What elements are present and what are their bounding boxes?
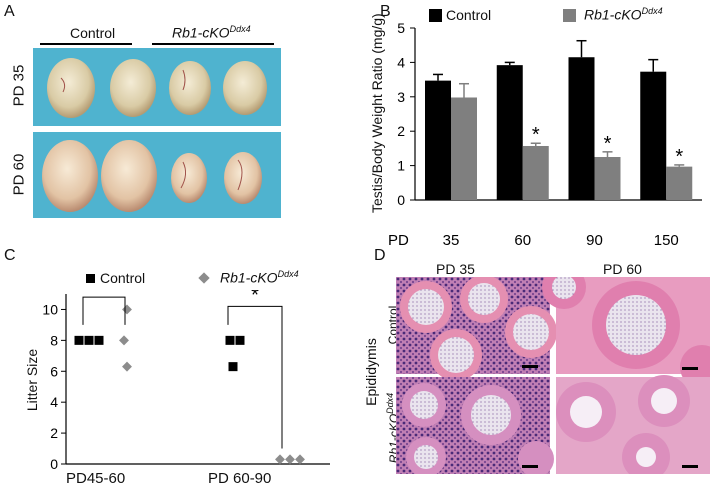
photo-ko-label: Rb1-cKODdx4: [172, 24, 251, 41]
bar-xtick-150: 150: [654, 232, 679, 249]
legend-c-control-label: Control: [100, 270, 146, 286]
bar-ko-150: [666, 166, 693, 200]
testis-pd60-ko-1: [171, 153, 207, 203]
legend-c-ko-swatch: [198, 272, 210, 284]
bar-xtick-90: 90: [586, 232, 603, 249]
testis-control-1: [47, 58, 95, 118]
bar-ytick-label: 2: [397, 123, 405, 139]
bar-ytick-label: 4: [397, 54, 405, 70]
testis-ko-2: [223, 61, 267, 115]
testis-ko-1: [169, 61, 211, 115]
histology-grid: [396, 277, 710, 474]
scatter-point-ko: [275, 454, 285, 465]
photo-row-pd60: [33, 132, 281, 218]
scatter-point-control: [94, 335, 104, 345]
scatter-xlabel-2: PD 60-90: [208, 470, 272, 487]
panel-label-c: C: [4, 247, 16, 264]
scatter-point-ko: [122, 361, 132, 372]
scatter-point-control: [228, 362, 238, 372]
scatter-xlabel-1: PD45-60: [66, 470, 126, 487]
scatter-point-control: [74, 335, 84, 345]
bar-ko-35: [451, 97, 477, 200]
histo-control-pd35: [396, 277, 557, 381]
scatter-point-control: [84, 335, 94, 345]
scatter-y-axis-label: Litter Size: [24, 348, 40, 412]
scatter-point-ko: [285, 454, 295, 465]
row-label-pd35: PD 35: [10, 64, 28, 107]
panel-label-a: A: [4, 3, 15, 20]
histo-control-pd60: [542, 277, 710, 389]
histo-col-pd60: PD 60: [603, 261, 642, 277]
scatter-ytick-label: 4: [50, 394, 58, 410]
legend-c-ko-label: Rb1-cKODdx4: [220, 269, 299, 286]
bar-ko-90: [594, 157, 621, 200]
bar-ytick-label: 1: [397, 158, 405, 174]
testis-control-2: [110, 59, 156, 117]
bar-xtick-35: 35: [443, 232, 460, 249]
bar-ytick-label: 3: [397, 89, 405, 105]
scatter-point-ko: [122, 304, 132, 315]
histo-ko-pd60: [556, 375, 710, 474]
bar-chart-svg: 0 1 2 3 4 5 PD 35 * 60 * 90 * 150: [388, 20, 702, 249]
legend-control-swatch: [429, 9, 442, 22]
scatter-ytick-label: 0: [50, 456, 58, 472]
histo-side-label: Epididymis: [363, 338, 379, 406]
ko-group-line: [152, 43, 274, 45]
legend-ko-swatch: [563, 9, 576, 22]
scatter-ytick-label: 2: [50, 425, 58, 441]
panel-label-d: D: [374, 247, 386, 264]
legend-c-control-swatch: [86, 274, 95, 283]
scatter-ytick-label: 10: [42, 301, 58, 317]
bar-ytick-label: 5: [397, 20, 405, 36]
photo-control-label: Control: [70, 25, 116, 41]
legend-ko-label: Rb1-cKODdx4: [584, 6, 663, 23]
significance-star-150: *: [675, 146, 683, 168]
bar-control-150: [640, 71, 667, 200]
testis-pd60-control-1: [42, 140, 98, 212]
scatter-point-ko: [119, 335, 129, 346]
bracket-pd60-90: [227, 305, 283, 449]
scatter-ytick-label: 8: [50, 332, 58, 348]
bar-ytick-label: 0: [397, 192, 405, 208]
bar-ko-60: [522, 145, 549, 200]
bar-control-60: [496, 65, 523, 200]
control-group-line: [40, 43, 132, 45]
scatter-chart-svg: 0 2 4 6 8 10 *: [42, 290, 330, 472]
scatter-point-control: [235, 335, 245, 345]
scatter-significance-star: *: [251, 290, 259, 307]
scatter-point-control: [225, 335, 235, 345]
bar-x-prefix: PD: [388, 232, 409, 249]
bar-xtick-60: 60: [514, 232, 531, 249]
significance-star-60: *: [532, 124, 540, 146]
significance-star-90: *: [604, 133, 612, 155]
testis-pd60-control-2: [101, 140, 157, 212]
scatter-point-ko: [295, 454, 305, 465]
legend-control-label: Control: [446, 7, 492, 23]
row-label-pd60: PD 60: [10, 153, 28, 196]
histo-ko-pd35: [396, 377, 554, 474]
bar-control-90: [568, 57, 595, 200]
testis-pd60-ko-2: [224, 152, 262, 204]
histo-col-pd35: PD 35: [436, 261, 475, 277]
panel-label-b: B: [380, 3, 391, 20]
bar-control-35: [425, 80, 451, 200]
photo-row-pd35: [33, 48, 281, 126]
scatter-ytick-label: 6: [50, 363, 58, 379]
bracket-pd45-60: [82, 296, 126, 325]
